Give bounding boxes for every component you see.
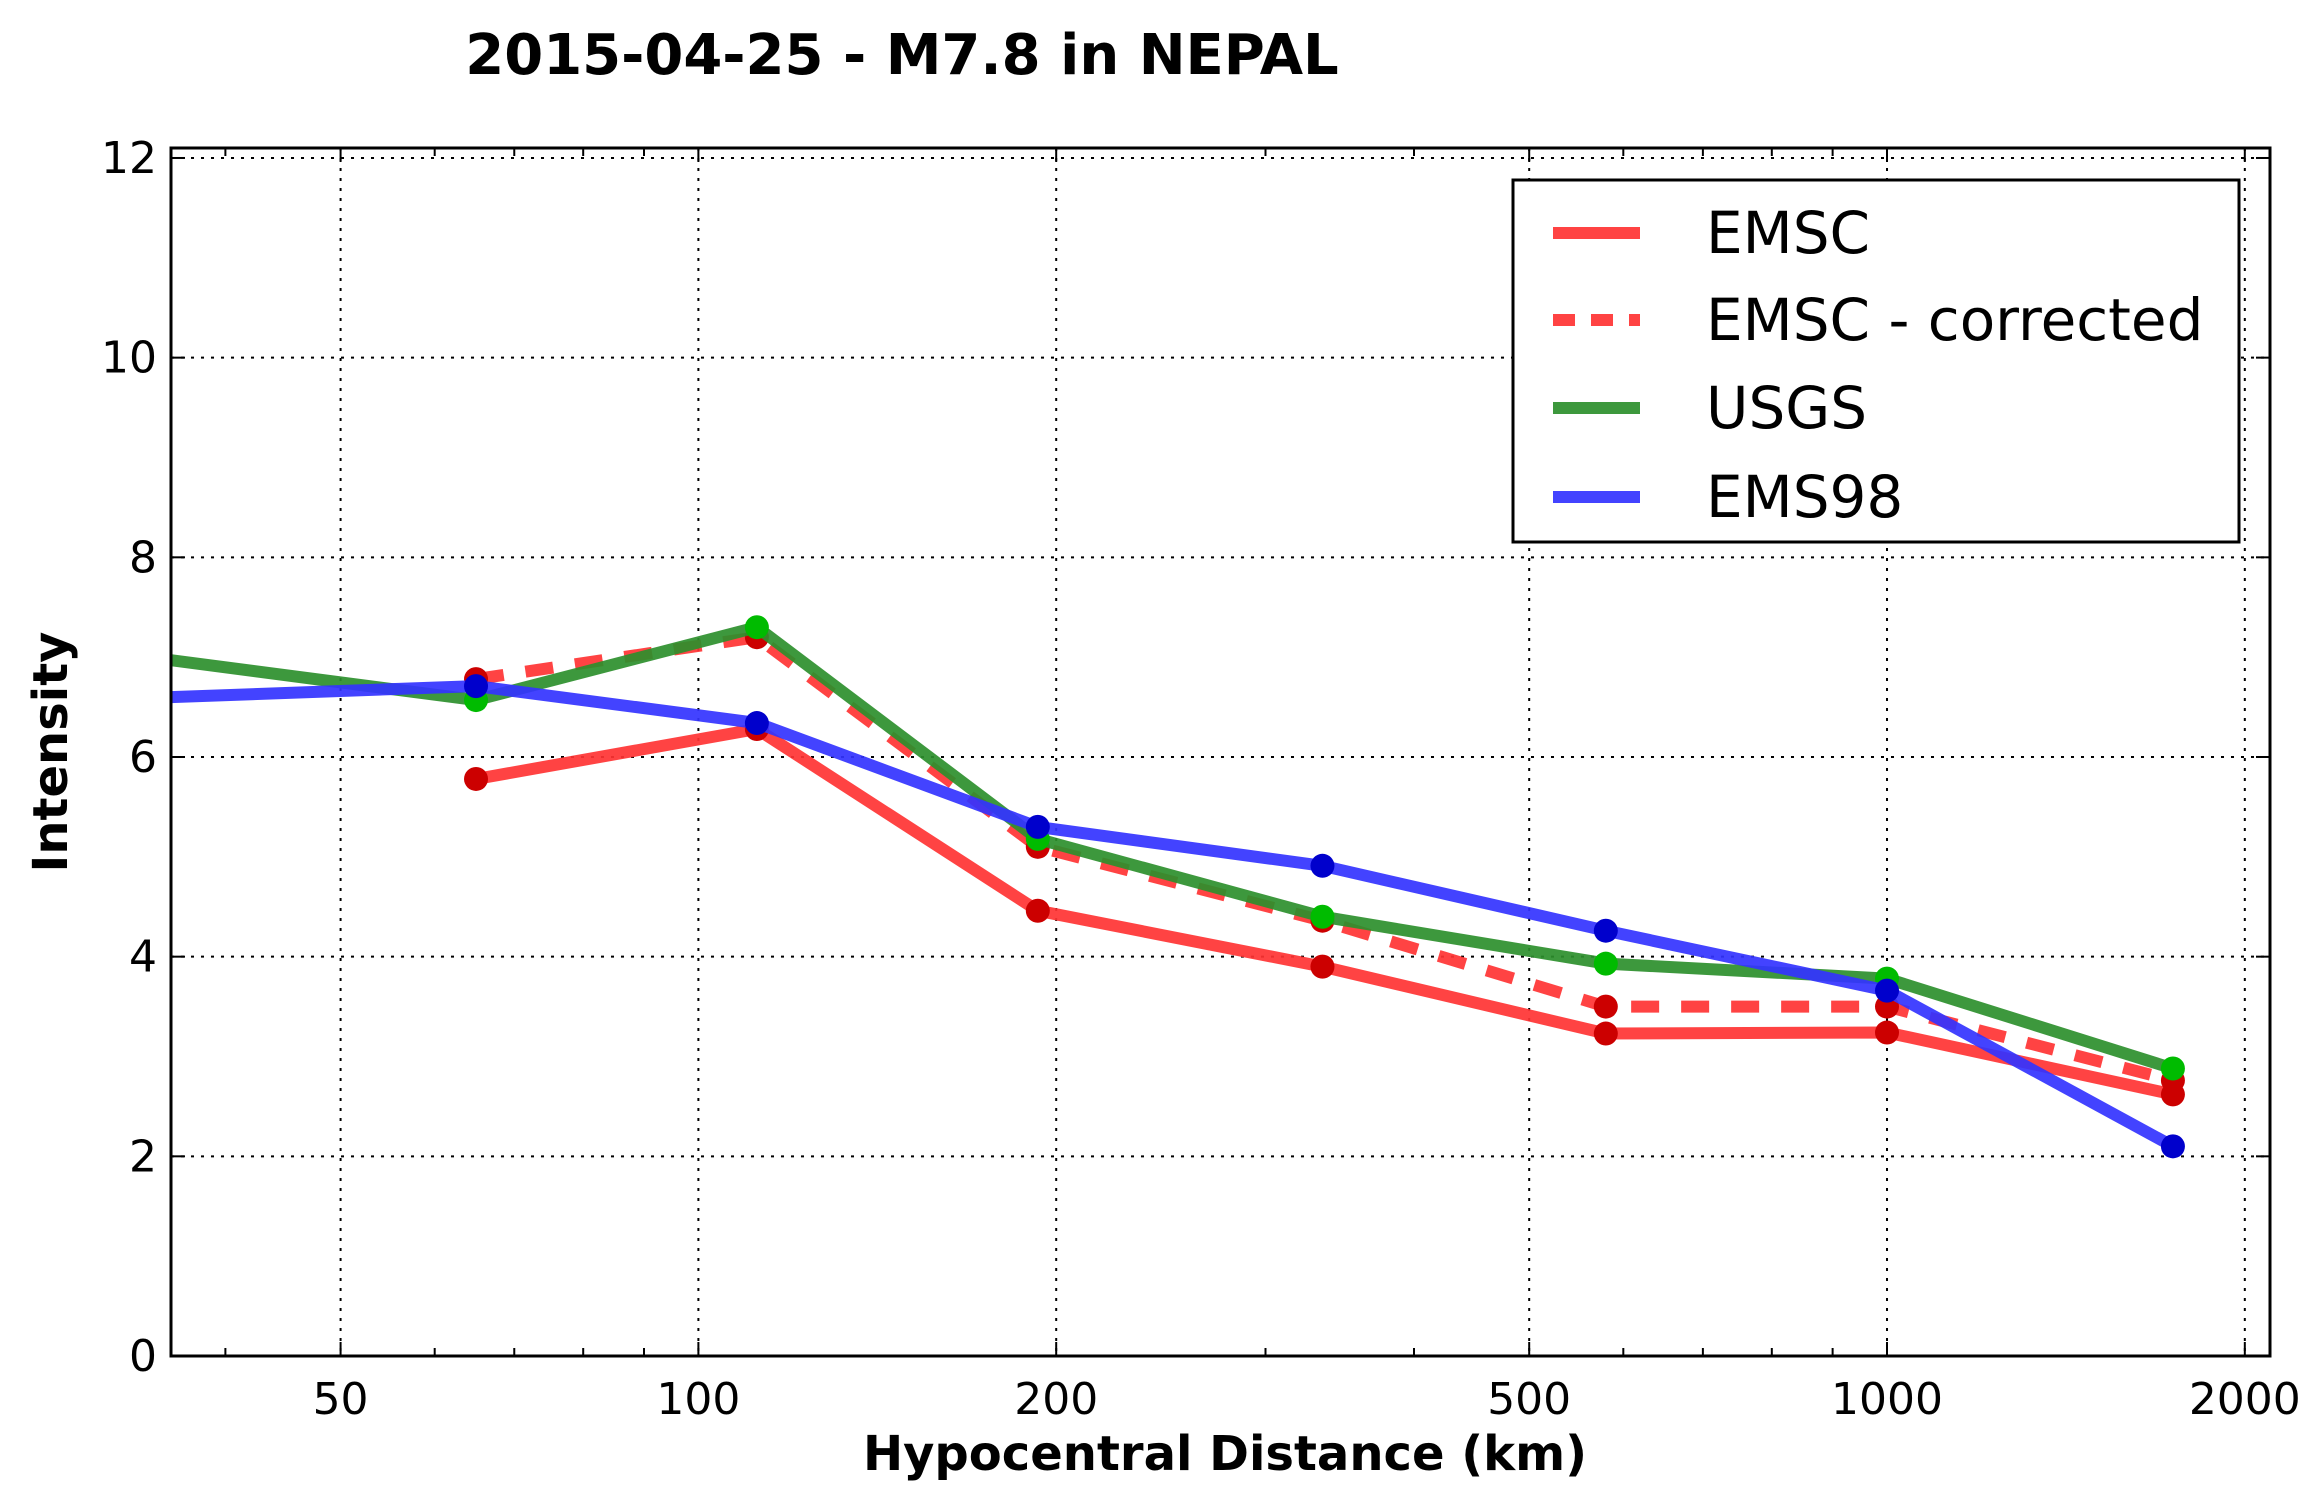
data-point-emsc bbox=[464, 766, 489, 791]
data-point-emsc-corrected bbox=[1593, 994, 1618, 1019]
x-tick-label: 2000 bbox=[2189, 1374, 2301, 1425]
data-point-usgs bbox=[2160, 1056, 2185, 1081]
data-point-usgs bbox=[1593, 951, 1618, 976]
y-tick-label: 2 bbox=[129, 1131, 157, 1182]
y-tick-label: 4 bbox=[129, 932, 157, 983]
data-point-ems98 bbox=[1025, 814, 1050, 839]
legend-label-usgs: USGS bbox=[1706, 374, 1867, 442]
plot-frame bbox=[169, 146, 2272, 1358]
data-point-usgs bbox=[1310, 904, 1335, 929]
y-tick-label: 0 bbox=[129, 1331, 157, 1382]
data-point-ems98 bbox=[1875, 978, 1900, 1003]
legend-box bbox=[1511, 178, 2241, 544]
legend-label-emsc: EMSC bbox=[1706, 199, 1870, 267]
y-tick-label: 10 bbox=[101, 333, 157, 384]
data-point-emsc bbox=[1875, 1020, 1900, 1045]
x-tick-label: 50 bbox=[313, 1374, 369, 1425]
data-point-ems98 bbox=[744, 711, 769, 736]
data-point-ems98 bbox=[1593, 918, 1618, 943]
y-tick-label: 8 bbox=[129, 532, 157, 583]
y-axis-label: Intensity bbox=[23, 632, 79, 873]
y-tick-label: 6 bbox=[129, 732, 157, 783]
x-tick-label: 200 bbox=[1014, 1374, 1098, 1425]
series-layer bbox=[170, 615, 2185, 1159]
legend-label-ems98: EMS98 bbox=[1706, 463, 1903, 531]
series-line-ems98 bbox=[170, 680, 2176, 1152]
x-tick-label: 1000 bbox=[1831, 1374, 1943, 1425]
x-tick-label: 100 bbox=[656, 1374, 740, 1425]
legend: EMSC EMSC - corrected USGS EMS98 bbox=[1511, 178, 2241, 544]
data-point-emsc bbox=[1310, 954, 1335, 979]
ticks: 50 100 200 500 1000 2000 0 2 4 6 8 10 12 bbox=[101, 133, 2301, 1425]
chart-title: 2015-04-25 - M7.8 in NEPAL bbox=[465, 23, 1338, 88]
data-point-emsc bbox=[1593, 1021, 1618, 1046]
x-tick-label: 500 bbox=[1487, 1374, 1571, 1425]
data-point-ems98 bbox=[2160, 1134, 2185, 1159]
x-axis-label: Hypocentral Distance (km) bbox=[863, 1426, 1587, 1482]
y-tick-label: 12 bbox=[101, 133, 157, 184]
data-point-ems98 bbox=[464, 674, 489, 699]
data-point-emsc bbox=[1025, 898, 1050, 923]
legend-label-emsc-corrected: EMSC - corrected bbox=[1706, 286, 2203, 354]
data-point-usgs bbox=[744, 615, 769, 640]
data-point-ems98 bbox=[1310, 853, 1335, 878]
